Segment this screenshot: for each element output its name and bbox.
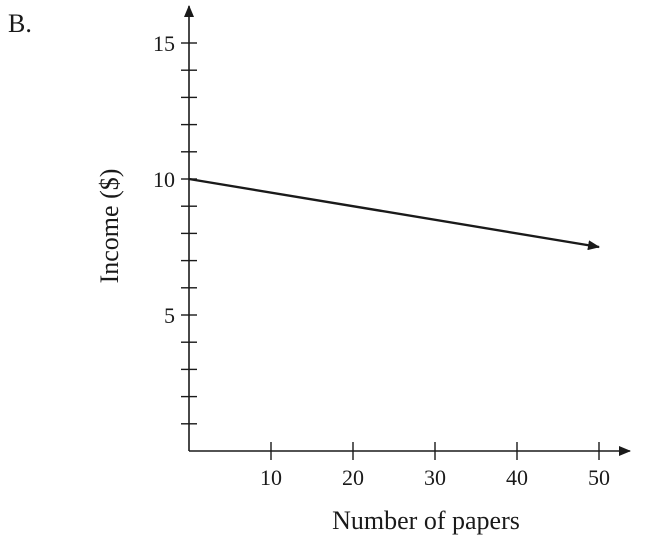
y-ticks: 5 10 15 [153,31,197,425]
y-axis: 5 10 15 Income ($) [95,5,197,451]
x-tick-label: 30 [424,465,446,490]
x-axis-title: Number of papers [332,506,520,535]
y-tick-label: 10 [153,167,175,192]
x-axis: 10 20 30 40 50 Number of papers [189,442,631,535]
x-tick-label: 20 [342,465,364,490]
y-axis-title: Income ($) [95,169,124,284]
series [188,177,600,251]
y-tick-label: 15 [153,31,175,56]
y-tick-label: 5 [164,303,175,328]
x-tick-label: 40 [506,465,528,490]
panel-label: B. [8,9,32,38]
x-tick-label: 50 [588,465,610,490]
x-tick-label: 10 [260,465,282,490]
x-ticks: 10 20 30 40 50 [260,442,610,490]
series-line [188,177,600,251]
